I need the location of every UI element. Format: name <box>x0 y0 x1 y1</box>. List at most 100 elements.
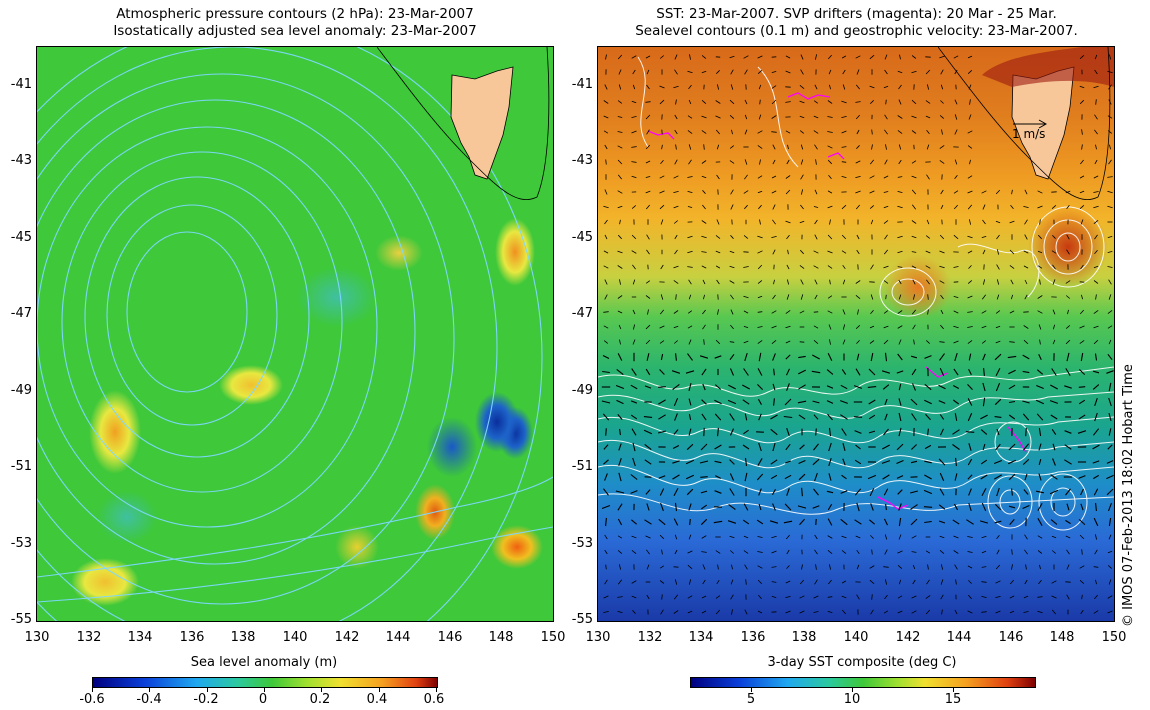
velocity-arrow <box>602 370 610 374</box>
velocity-arrow <box>884 534 888 540</box>
velocity-arrow <box>954 609 958 615</box>
velocity-arrow <box>730 579 734 585</box>
velocity-arrow <box>814 472 818 482</box>
velocity-arrow <box>728 504 736 510</box>
velocity-arrow <box>799 265 805 269</box>
velocity-arrow <box>631 368 637 376</box>
velocity-arrow <box>659 580 665 584</box>
colorbar-tick <box>953 687 955 692</box>
sst-colorbar <box>690 677 1036 688</box>
pressure-contour <box>37 126 378 528</box>
velocity-arrow <box>1107 190 1113 194</box>
sealevel-contour <box>987 475 1033 529</box>
sealevel-contour <box>1055 232 1081 262</box>
velocity-arrow <box>617 295 623 299</box>
velocity-arrow <box>925 595 931 599</box>
velocity-arrow <box>714 399 722 405</box>
velocity-arrow <box>911 189 917 195</box>
velocity-arrow <box>938 504 946 510</box>
velocity-arrow <box>954 413 958 421</box>
velocity-arrow <box>630 384 638 390</box>
right-map-title-line1: SST: 23-Mar-2007. SVP drifters (magenta)… <box>656 6 1057 22</box>
velocity-arrow <box>993 459 1003 465</box>
velocity-arrow <box>1107 595 1113 599</box>
velocity-arrow <box>898 412 902 422</box>
velocity-arrow <box>1081 594 1083 600</box>
velocity-arrow <box>1107 236 1113 238</box>
velocity-arrow <box>955 579 957 585</box>
sea-level-anomaly-map[interactable] <box>36 46 554 622</box>
pressure-contour <box>84 176 310 458</box>
velocity-arrow <box>899 579 901 585</box>
velocity-arrow <box>603 130 609 134</box>
velocity-arrow <box>604 549 608 555</box>
right-colorbar-tick-label: 5 <box>746 692 756 707</box>
velocity-arrow <box>897 176 903 178</box>
pressure-contour <box>37 73 455 605</box>
velocity-arrow <box>673 429 679 435</box>
velocity-arrow <box>630 400 638 404</box>
velocity-arrow <box>729 99 735 105</box>
velocity-arrow <box>646 503 650 511</box>
velocity-arrow <box>619 428 621 436</box>
velocity-arrow <box>1079 580 1085 584</box>
velocity-arrow <box>1067 309 1069 315</box>
velocity-arrow <box>645 114 651 120</box>
sst-map[interactable]: 1 m/s <box>597 46 1115 622</box>
velocity-arrow <box>898 279 902 285</box>
velocity-arrow <box>982 353 986 361</box>
velocity-arrow <box>1051 205 1057 209</box>
velocity-arrow <box>897 115 903 119</box>
velocity-arrow <box>841 161 847 163</box>
velocity-arrow <box>743 326 749 328</box>
velocity-arrow <box>1065 339 1071 345</box>
velocity-arrow <box>911 175 917 179</box>
velocity-arrow <box>856 234 860 240</box>
velocity-arrow <box>785 443 791 451</box>
velocity-arrow <box>898 503 902 511</box>
velocity-arrow <box>727 399 737 405</box>
velocity-arrow <box>1023 595 1029 599</box>
velocity-arrow <box>884 594 888 600</box>
velocity-arrow <box>898 517 902 527</box>
velocity-arrow <box>715 100 721 104</box>
velocity-arrow <box>701 551 707 553</box>
velocity-arrow <box>617 116 623 118</box>
velocity-arrow <box>826 400 834 404</box>
velocity-arrow <box>925 235 931 239</box>
velocity-arrow <box>701 368 707 376</box>
velocity-arrow <box>842 339 846 345</box>
velocity-arrow <box>1052 309 1056 315</box>
velocity-arrow <box>618 69 622 75</box>
velocity-arrow <box>925 550 931 554</box>
velocity-arrow <box>910 518 918 526</box>
velocity-arrow <box>729 341 735 343</box>
left-ytick-label: -53 <box>10 536 32 551</box>
velocity-arrow <box>674 54 678 60</box>
velocity-arrow <box>856 69 860 75</box>
velocity-arrow <box>1007 355 1017 359</box>
velocity-arrow <box>785 310 791 314</box>
velocity-arrow <box>1064 385 1072 389</box>
velocity-arrow <box>786 428 790 436</box>
velocity-arrow <box>715 235 721 239</box>
velocity-arrow <box>870 294 874 300</box>
velocity-arrow <box>854 488 862 496</box>
velocity-arrow <box>645 144 651 150</box>
velocity-arrow <box>1107 610 1113 614</box>
velocity-arrow <box>785 340 791 344</box>
velocity-arrow <box>644 385 652 389</box>
drifter-tracks <box>647 92 1027 510</box>
velocity-arrow <box>842 279 846 285</box>
velocity-arrow <box>939 341 945 343</box>
velocity-arrow <box>983 279 985 285</box>
velocity-arrow <box>618 84 622 90</box>
velocity-arrow <box>883 566 889 568</box>
velocity-arrow <box>841 609 847 615</box>
right-xtick-label: 140 <box>843 630 869 645</box>
velocity-arrow <box>841 550 847 554</box>
velocity-arrow <box>924 474 932 480</box>
velocity-arrow <box>897 353 903 361</box>
velocity-arrow <box>701 115 707 119</box>
velocity-arrow <box>604 84 608 90</box>
